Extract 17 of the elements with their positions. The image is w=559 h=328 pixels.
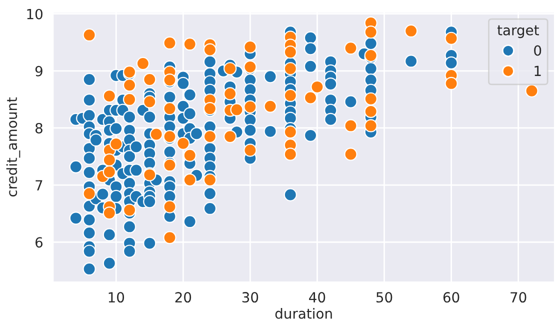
x-tick-label: 40 (309, 292, 326, 303)
x-tick-label: 70 (510, 292, 526, 303)
x-tick-label: 30 (242, 292, 258, 303)
x-tick-label: 10 (108, 292, 124, 303)
y-axis-title: credit_amount (6, 97, 20, 196)
y-tick-label: 10 (27, 8, 42, 20)
legend-label: 1 (534, 66, 541, 76)
x-axis-title: duration (275, 308, 332, 319)
x-tick-label: 20 (175, 292, 192, 303)
y-tick-label: 9 (35, 66, 42, 76)
x-tick-label: 50 (376, 292, 392, 303)
x-tick-label: 60 (443, 292, 460, 303)
y-tick-label: 8 (35, 122, 42, 134)
legend-title: target (497, 25, 539, 38)
y-tick-label: 6 (36, 237, 43, 248)
legend-label: 0 (534, 45, 542, 56)
y-tick-label: 7 (36, 180, 42, 190)
